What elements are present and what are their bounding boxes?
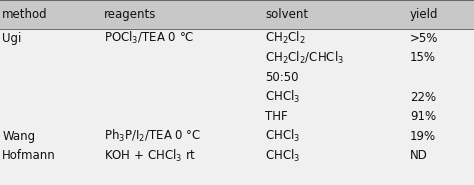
Bar [0, 0, 474, 29]
Text: CHCl$_3$: CHCl$_3$ [265, 89, 301, 105]
Text: >5%: >5% [410, 32, 438, 45]
Text: CHCl$_3$: CHCl$_3$ [265, 128, 301, 144]
Text: POCl$_3$/TEA 0 °C: POCl$_3$/TEA 0 °C [104, 30, 195, 46]
Text: solvent: solvent [265, 8, 309, 21]
Text: CHCl$_3$: CHCl$_3$ [265, 148, 301, 164]
Text: CH$_2$Cl$_2$/CHCl$_3$: CH$_2$Cl$_2$/CHCl$_3$ [265, 50, 345, 66]
Text: Hofmann: Hofmann [2, 149, 56, 162]
Text: yield: yield [410, 8, 438, 21]
Text: KOH + CHCl$_3$ rt: KOH + CHCl$_3$ rt [104, 148, 197, 164]
Text: reagents: reagents [104, 8, 156, 21]
Text: Wang: Wang [2, 130, 36, 143]
Text: method: method [2, 8, 48, 21]
Text: THF: THF [265, 110, 288, 123]
Text: 15%: 15% [410, 51, 436, 65]
Text: 19%: 19% [410, 130, 436, 143]
Text: Ugi: Ugi [2, 32, 22, 45]
Text: 22%: 22% [410, 91, 436, 104]
Text: CH$_2$Cl$_2$: CH$_2$Cl$_2$ [265, 30, 306, 46]
Text: 50:50: 50:50 [265, 71, 299, 84]
Text: Ph$_3$P/I$_2$/TEA 0 °C: Ph$_3$P/I$_2$/TEA 0 °C [104, 128, 202, 144]
Text: ND: ND [410, 149, 428, 162]
Text: 91%: 91% [410, 110, 436, 123]
